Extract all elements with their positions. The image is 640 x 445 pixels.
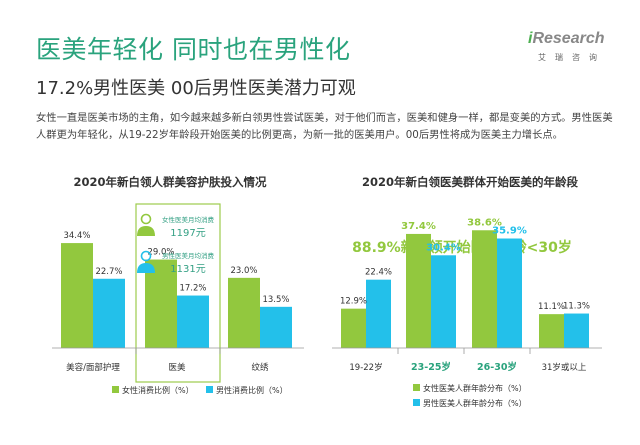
chart2-category-label: 26-30岁 bbox=[477, 361, 517, 373]
chart1-bar-male bbox=[177, 295, 209, 348]
chart1-legend-swatch-female bbox=[112, 386, 119, 393]
iresearch-logo: iResearch 艾瑞咨询 bbox=[528, 30, 608, 66]
male-user-icon-body bbox=[137, 263, 155, 273]
chart2-data-label-male: 30.4% bbox=[426, 242, 461, 253]
chart2-bar-female bbox=[472, 230, 497, 348]
chart2-bar-male bbox=[431, 255, 456, 348]
chart1-bar-male bbox=[93, 278, 125, 348]
chart2-data-label-female: 11.1% bbox=[538, 302, 565, 312]
chart1-data-label-female: 23.0% bbox=[230, 266, 257, 276]
chart2-data-label-male: 22.4% bbox=[365, 268, 392, 278]
chart2-headline: 88.9%新白领开始医美年龄<30岁 bbox=[352, 239, 572, 256]
female-spend-value: 1197元 bbox=[170, 228, 205, 239]
chart2-bar-male bbox=[366, 279, 391, 348]
chart1-legend-male: 男性消费比例（%） bbox=[216, 385, 288, 395]
chart1-category-label: 纹绣 bbox=[251, 362, 269, 373]
chart2-bar-male bbox=[564, 313, 589, 348]
chart1-bar-female bbox=[228, 277, 260, 348]
chart2-title: 2020年新白领医美群体开始医美的年龄段 bbox=[362, 175, 579, 189]
chart1-data-label-male: 13.5% bbox=[262, 295, 289, 305]
chart2-legend-swatch-male bbox=[413, 399, 420, 406]
chart2-legend-swatch-female bbox=[413, 384, 420, 391]
chart2-category-label: 19-22岁 bbox=[349, 362, 382, 373]
chart2-data-label-male: 35.9% bbox=[492, 226, 527, 237]
chart2-data-label-female: 37.4% bbox=[401, 221, 436, 232]
chart1-data-label-female: 34.4% bbox=[63, 231, 90, 241]
chart2-data-label-female: 38.6% bbox=[467, 217, 502, 228]
chart2-legend-female: 女性医美人群年龄分布（%） bbox=[423, 383, 527, 393]
chart1-category-label: 医美 bbox=[168, 362, 186, 373]
chart1-data-label-male: 22.7% bbox=[95, 267, 122, 277]
page-subtitle: 17.2%男性医美 00后男性医美潜力可观 bbox=[36, 78, 356, 99]
female-spend-label: 女性医美月均消费 bbox=[162, 215, 215, 224]
chart2-category-label: 23-25岁 bbox=[411, 361, 451, 373]
chart2-bar-female bbox=[341, 308, 366, 348]
chart2-data-label-female: 12.9% bbox=[340, 297, 367, 307]
chart1-data-label-male: 17.2% bbox=[179, 284, 206, 294]
female-user-icon bbox=[140, 213, 152, 225]
chart1-legend-swatch-male bbox=[206, 386, 213, 393]
chart2-bar-male bbox=[497, 238, 522, 348]
chart1-category-label: 美容/面部护理 bbox=[66, 362, 120, 373]
chart1-data-label-female: 29.0% bbox=[147, 248, 174, 258]
chart2-bar-female bbox=[539, 314, 564, 348]
chart1-highlight-box bbox=[135, 203, 221, 383]
chart2-legend-male: 男性医美人群年龄分布（%） bbox=[423, 398, 527, 408]
intro-paragraph: 女性一直是医美市场的主角，如今越来越多新白领男性尝试医美，对于他们而言，医美和健… bbox=[36, 112, 613, 141]
female-user-icon-body bbox=[137, 226, 155, 236]
male-spend-label: 男性医美月均消费 bbox=[162, 251, 215, 260]
logo-wordmark: iResearch bbox=[528, 30, 605, 47]
chart1-legend-female: 女性消费比例（%） bbox=[122, 385, 194, 395]
male-spend-value: 1131元 bbox=[170, 264, 205, 275]
chart1-bar-male bbox=[260, 306, 292, 348]
chart2-bar-female bbox=[406, 233, 431, 348]
chart2-data-label-male: 11.3% bbox=[563, 302, 590, 312]
chart1-title: 2020年新白领人群美容护肤投入情况 bbox=[73, 175, 267, 189]
chart1-bar-female bbox=[61, 243, 93, 348]
chart1-bar-female bbox=[145, 259, 177, 348]
male-user-icon bbox=[140, 250, 152, 262]
page-title: 医美年轻化 同时也在男性化 bbox=[36, 35, 351, 64]
chart2-category-label: 31岁或以上 bbox=[542, 362, 587, 373]
logo-subtitle: 艾瑞咨询 bbox=[538, 53, 606, 62]
